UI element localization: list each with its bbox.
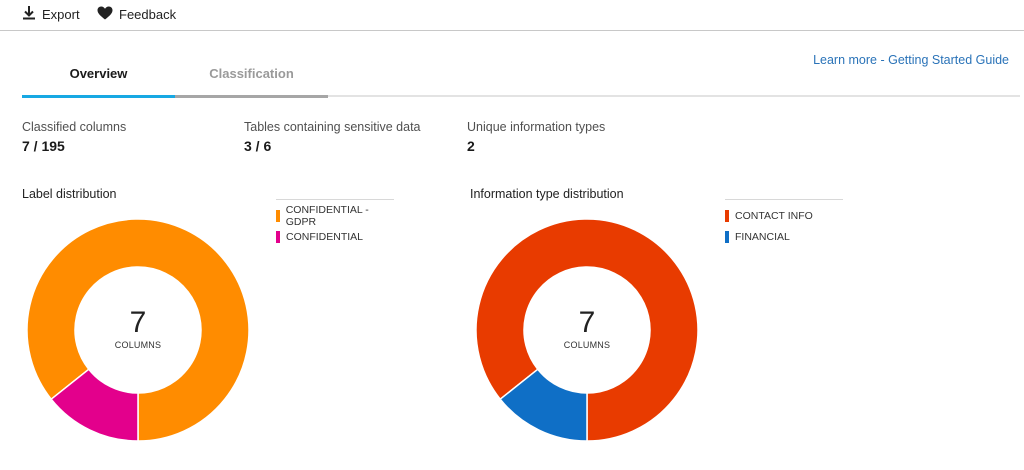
download-icon	[22, 5, 42, 23]
tab-classification-indicator	[175, 95, 328, 98]
donut-unit: COLUMNS	[563, 340, 611, 350]
legend-swatch	[725, 230, 729, 243]
learn-more-link[interactable]: Learn more - Getting Started Guide	[813, 53, 1009, 67]
export-button[interactable]: Export	[22, 5, 80, 23]
donut-segment-confidential[interactable]	[50, 368, 139, 442]
stat-label: Classified columns	[22, 120, 127, 134]
legend-item-contact-info[interactable]: CONTACT INFO	[725, 205, 843, 226]
donut-svg	[475, 218, 699, 442]
info-type-distribution-donut: 7 COLUMNS	[475, 218, 699, 442]
stat-label: Tables containing sensitive data	[244, 120, 421, 134]
donut-total: 7	[129, 306, 147, 339]
tab-classification-label: Classification	[209, 66, 294, 81]
feedback-button[interactable]: Feedback	[97, 5, 176, 23]
label-distribution-donut: 7 COLUMNS	[26, 218, 250, 442]
tab-overview[interactable]: Overview	[22, 58, 175, 98]
legend-label: CONTACT INFO	[735, 209, 813, 222]
info-type-distribution-title: Information type distribution	[470, 187, 624, 201]
stat-value: 7 / 195	[22, 138, 65, 154]
donut-total: 7	[578, 306, 596, 339]
export-label: Export	[42, 6, 80, 22]
feedback-label: Feedback	[119, 6, 177, 22]
tab-classification[interactable]: Classification	[175, 58, 328, 98]
stat-value: 2	[467, 138, 475, 154]
tab-baseline	[22, 95, 1020, 97]
tab-overview-indicator	[22, 95, 175, 98]
stat-unique-info-types: Unique information types 2	[467, 120, 605, 154]
stat-classified-columns: Classified columns 7 / 195	[22, 120, 126, 154]
label-distribution-legend: CONFIDENTIAL - GDPR CONFIDENTIAL	[276, 199, 394, 247]
donut-segment-confidential-gdpr[interactable]	[26, 218, 250, 442]
donut-unit: COLUMNS	[114, 340, 162, 350]
stat-sensitive-tables: Tables containing sensitive data 3 / 6	[244, 120, 421, 154]
toolbar: Export Feedback	[0, 0, 1024, 31]
label-distribution-title: Label distribution	[22, 187, 117, 201]
legend-swatch	[276, 209, 280, 222]
legend-item-confidential[interactable]: CONFIDENTIAL	[276, 226, 394, 247]
legend-item-confidential-gdpr[interactable]: CONFIDENTIAL - GDPR	[276, 203, 394, 228]
legend-item-financial[interactable]: FINANCIAL	[725, 226, 843, 247]
donut-segment-contact-info[interactable]	[475, 218, 699, 442]
legend-label: CONFIDENTIAL	[286, 230, 364, 243]
stat-value: 3 / 6	[244, 138, 272, 154]
legend-swatch	[725, 209, 729, 222]
heart-icon	[97, 6, 119, 23]
info-type-distribution-legend: CONTACT INFO FINANCIAL	[725, 199, 843, 247]
legend-swatch	[276, 230, 280, 243]
donut-svg	[26, 218, 250, 442]
tab-overview-label: Overview	[69, 66, 128, 81]
donut-center: 7 COLUMNS	[475, 306, 699, 351]
stat-label: Unique information types	[467, 120, 606, 134]
legend-label: CONFIDENTIAL - GDPR	[285, 203, 369, 228]
legend-label: FINANCIAL	[735, 230, 790, 243]
donut-segment-financial[interactable]	[499, 368, 588, 442]
tab-bar: Overview Classification	[22, 58, 1020, 98]
donut-center: 7 COLUMNS	[26, 306, 250, 351]
